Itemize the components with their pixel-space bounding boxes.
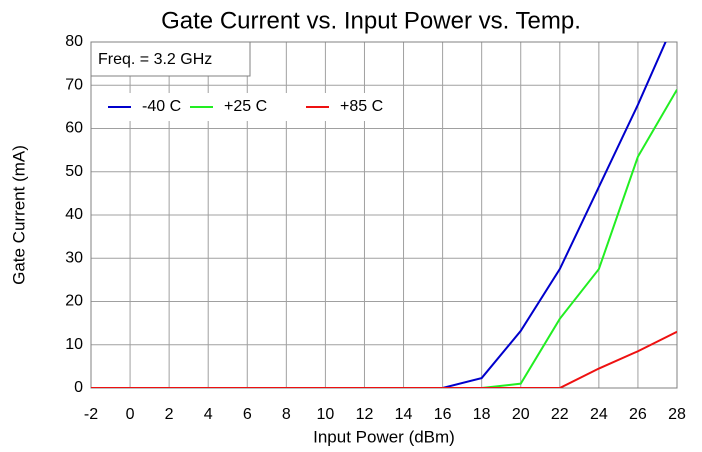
annotation: Freq. = 3.2 GHz: [98, 51, 212, 68]
x-tick-label: 24: [590, 406, 608, 423]
chart-title: Gate Current vs. Input Power vs. Temp.: [161, 7, 581, 34]
y-tick-label: 30: [65, 249, 83, 266]
data-line: [91, 42, 667, 388]
legend-label: -40 C: [142, 98, 181, 115]
x-tick-label: 14: [395, 406, 413, 423]
x-tick-label: 10: [317, 406, 335, 423]
legend-label: +25 C: [224, 98, 267, 115]
y-tick-label: 0: [74, 379, 83, 396]
x-tick-label: 20: [512, 406, 530, 423]
legend-label: +85 C: [340, 98, 383, 115]
x-tick-label: -2: [84, 406, 98, 423]
x-tick-label: 22: [551, 406, 569, 423]
x-tick-label: 4: [204, 406, 213, 423]
x-tick-label: 2: [165, 406, 174, 423]
y-tick-label: 10: [65, 336, 83, 353]
x-tick-label: 18: [473, 406, 491, 423]
plot-area: [91, 42, 677, 388]
legend-box: [95, 93, 403, 121]
x-tick-label: 0: [126, 406, 135, 423]
y-tick-label: 50: [65, 163, 83, 180]
data-line: [91, 89, 677, 388]
y-tick-label: 60: [65, 120, 83, 137]
y-tick-label: 20: [65, 293, 83, 310]
x-tick-label: 26: [629, 406, 647, 423]
y-tick-label: 70: [65, 76, 83, 93]
y-tick-label: 40: [65, 206, 83, 223]
x-tick-label: 16: [434, 406, 452, 423]
y-axis-label: Gate Current (mA): [9, 145, 28, 285]
x-tick-label: 8: [282, 406, 291, 423]
x-tick-label: 6: [243, 406, 252, 423]
data-line: [91, 330, 677, 388]
x-axis-label: Input Power (dBm): [313, 427, 455, 446]
x-tick-label: 28: [668, 406, 686, 423]
x-tick-label: 12: [356, 406, 374, 423]
annotation-box: [90, 41, 251, 77]
y-tick-label: 80: [65, 33, 83, 50]
